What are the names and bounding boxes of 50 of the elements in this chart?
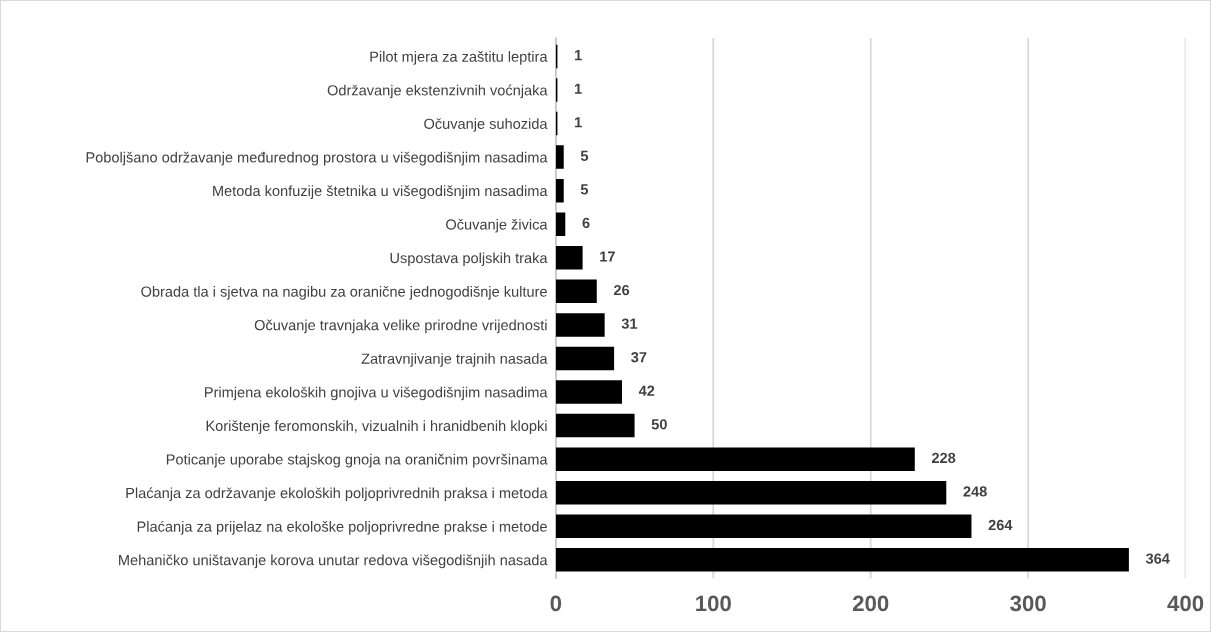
data-label: 5 bbox=[580, 184, 589, 195]
y-tick-label: Metoda konfuzije štetnika u višegodišnjim nasadima bbox=[213, 185, 548, 199]
data-label: 264 bbox=[988, 519, 1013, 531]
bar bbox=[555, 279, 597, 304]
data-label: 1 bbox=[575, 117, 582, 128]
data-label: 50 bbox=[651, 419, 667, 430]
y-tick-label: Održavanje ekstenzivnih voćnjaka bbox=[327, 84, 548, 99]
y-tick-label: Očuvanje travnjaka velike prirodne vrijednosti bbox=[254, 319, 547, 334]
y-tick-label: Plaćanja za prijelaz na ekološke poljoprivredne prakse i metode bbox=[137, 520, 547, 535]
data-label: 1 bbox=[575, 50, 582, 61]
bar bbox=[555, 447, 915, 471]
y-tick-label: Poboljšano održavanje međurednog prostora u višegodišnjim nasadima bbox=[86, 151, 548, 166]
y-tick-label: Poticanje uporabe stajskog gnoja na oraničnim površinama bbox=[166, 453, 548, 468]
data-label: 6 bbox=[582, 217, 590, 229]
y-tick-label: Pilot mjera za zaštitu leptira bbox=[370, 51, 548, 65]
bar bbox=[555, 514, 972, 538]
x-tick-label: 200 bbox=[852, 595, 889, 612]
y-tick-label: Očuvanje suhozida bbox=[424, 118, 548, 132]
x-tick-label: 100 bbox=[696, 595, 731, 612]
y-tick-label: Primjena ekoloških gnojiva u višegodišnjim nasadima bbox=[205, 386, 548, 401]
data-label: 5 bbox=[580, 150, 589, 161]
data-label: 17 bbox=[600, 251, 615, 262]
x-tick-label: 0 bbox=[550, 595, 562, 612]
x-tick-label: 400 bbox=[1167, 595, 1204, 612]
bar bbox=[555, 246, 583, 270]
bar bbox=[555, 413, 635, 438]
y-tick-label: Zatravnjivanje trajnih nasada bbox=[361, 353, 548, 367]
data-label: 1 bbox=[575, 83, 582, 94]
bar bbox=[555, 145, 564, 169]
bar bbox=[555, 380, 622, 404]
data-label: 228 bbox=[931, 452, 956, 464]
y-tick-label: Mehaničko uništavanje korova unutar redova višegodišnjih nasada bbox=[119, 554, 548, 569]
data-label: 31 bbox=[621, 318, 638, 329]
y-tick-label: Očuvanje živica bbox=[446, 218, 548, 233]
data-label: 37 bbox=[631, 352, 647, 363]
bar bbox=[555, 480, 947, 505]
y-tick-label: Uspostava poljskih traka bbox=[390, 252, 548, 267]
data-label: 42 bbox=[638, 385, 655, 396]
data-label: 364 bbox=[1145, 553, 1170, 564]
data-label: 26 bbox=[613, 284, 630, 296]
y-tick-label: Plaćanja za održavanje ekoloških poljoprivrednih praksa i metoda bbox=[126, 487, 548, 502]
y-tick-label: Korištenje feromonskih, vizualnih i hranidbenih klopki bbox=[206, 420, 547, 434]
bar bbox=[555, 548, 1129, 572]
bar bbox=[555, 212, 566, 236]
x-tick-label: 300 bbox=[1010, 595, 1046, 612]
data-label: 248 bbox=[963, 486, 987, 497]
bar bbox=[555, 178, 564, 203]
bar bbox=[555, 313, 605, 337]
bar bbox=[555, 346, 615, 371]
y-tick-label: Obrada tla i sjetva na nagibu za oranične jednogodišnje kulture bbox=[141, 286, 547, 300]
